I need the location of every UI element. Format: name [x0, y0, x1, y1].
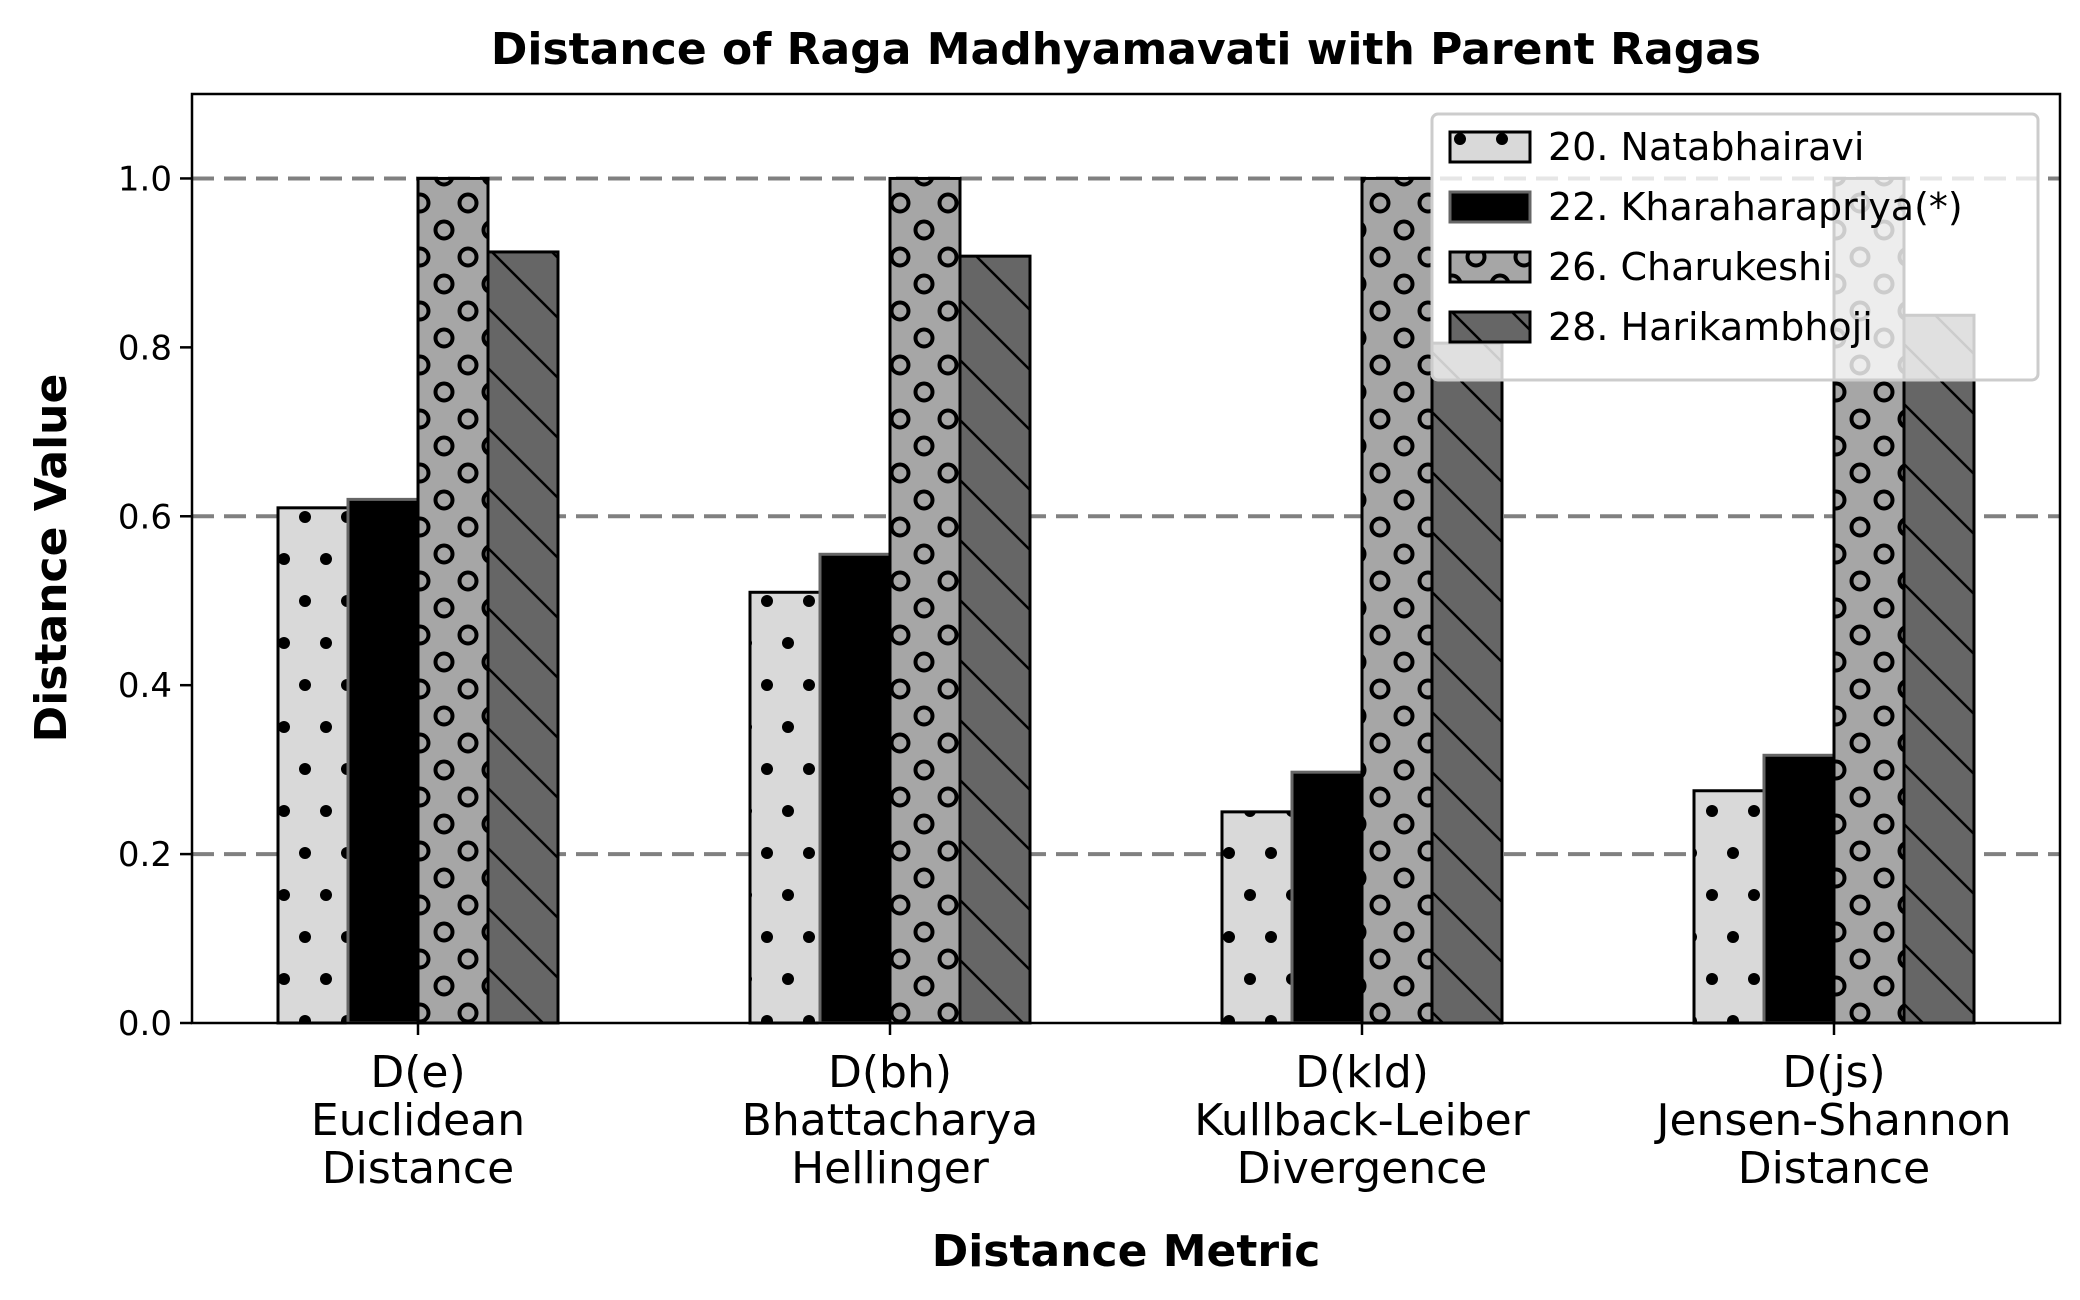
legend-label-1: 22. Kharaharapriya(*) [1548, 185, 1963, 229]
legend-swatch-outline-3 [1448, 310, 1532, 344]
bar-pattern-3-0 [488, 251, 558, 1023]
legend-frame [1430, 112, 2040, 382]
x-tick-label-3-0: D(js) [1782, 1047, 1885, 1098]
x-axis: D(e)EuclideanDistanceD(bh)BhattacharyaHe… [311, 1023, 2012, 1194]
legend-label-3: 28. Harikambhoji [1548, 305, 1873, 349]
x-axis-label: Distance Metric [932, 1226, 1321, 1277]
bar-pattern-2-1 [890, 178, 960, 1024]
x-tick-label-2-0: D(kld) [1295, 1047, 1429, 1098]
legend-swatch-pattern-0 [1450, 132, 1530, 162]
x-tick-label-3-2: Distance [1738, 1143, 1930, 1194]
bar-1-2 [1292, 772, 1362, 1023]
y-axis: 0.0 0.2 0.4 0.6 0.8 1.0 [118, 159, 192, 1044]
bar-pattern-3-2 [1432, 343, 1502, 1024]
x-tick-label-0-2: Distance [322, 1143, 514, 1194]
bars [276, 176, 1976, 1025]
bar-pattern-0-0 [278, 507, 348, 1023]
bar-pattern-3-1 [960, 256, 1030, 1024]
x-tick-label-2-2: Divergence [1237, 1143, 1488, 1194]
bar-pattern-2-2 [1362, 178, 1432, 1024]
x-tick-label-2-1: Kullback-Leiber [1194, 1095, 1530, 1146]
bar-pattern-0-2 [1222, 811, 1292, 1023]
legend-label-0: 20. Natabhairavi [1548, 125, 1864, 169]
legend: 20. Natabhairavi 22. Kharaharapriya(*) 26.… [1430, 112, 2040, 382]
bar-pattern-2-0 [418, 178, 488, 1024]
bar-1-3 [1764, 755, 1834, 1023]
legend-swatch-outline-0 [1448, 130, 1532, 164]
legend-swatch-pattern-2 [1450, 252, 1530, 282]
legend-label-2: 26. Charukeshi [1548, 245, 1833, 289]
legend-swatch-1 [1450, 192, 1530, 222]
y-tick-label-0: 0.0 [118, 1004, 172, 1044]
bar-pattern-3-3 [1904, 315, 1974, 1024]
y-axis-label: Distance Value [26, 374, 77, 743]
x-tick-label-0-1: Euclidean [311, 1095, 525, 1146]
legend-swatch-outline-2 [1448, 250, 1532, 284]
y-tick-label-1: 0.2 [118, 835, 172, 875]
bar-pattern-0-3 [1694, 790, 1764, 1023]
x-tick-label-1-2: Hellinger [791, 1143, 990, 1194]
y-tick-label-4: 0.8 [118, 328, 172, 368]
x-tick-label-1-0: D(bh) [828, 1047, 952, 1098]
chart-title: Distance of Raga Madhyamavati with Paren… [491, 24, 1761, 75]
bar-pattern-0-1 [750, 592, 820, 1023]
x-tick-label-1-1: Bhattacharya [742, 1095, 1039, 1146]
y-tick-label-3: 0.6 [118, 497, 172, 537]
x-tick-label-3-1: Jensen-Shannon [1653, 1095, 2011, 1146]
y-tick-label-2: 0.4 [118, 666, 172, 706]
bar-1-1 [820, 554, 890, 1023]
legend-swatch-outline-1 [1448, 190, 1532, 224]
plot-frame [190, 92, 2062, 1025]
legend-swatch-pattern-3 [1450, 312, 1530, 342]
bar-1-0 [348, 499, 418, 1023]
x-tick-label-0-0: D(e) [370, 1047, 465, 1098]
y-tick-label-5: 1.0 [118, 159, 172, 199]
